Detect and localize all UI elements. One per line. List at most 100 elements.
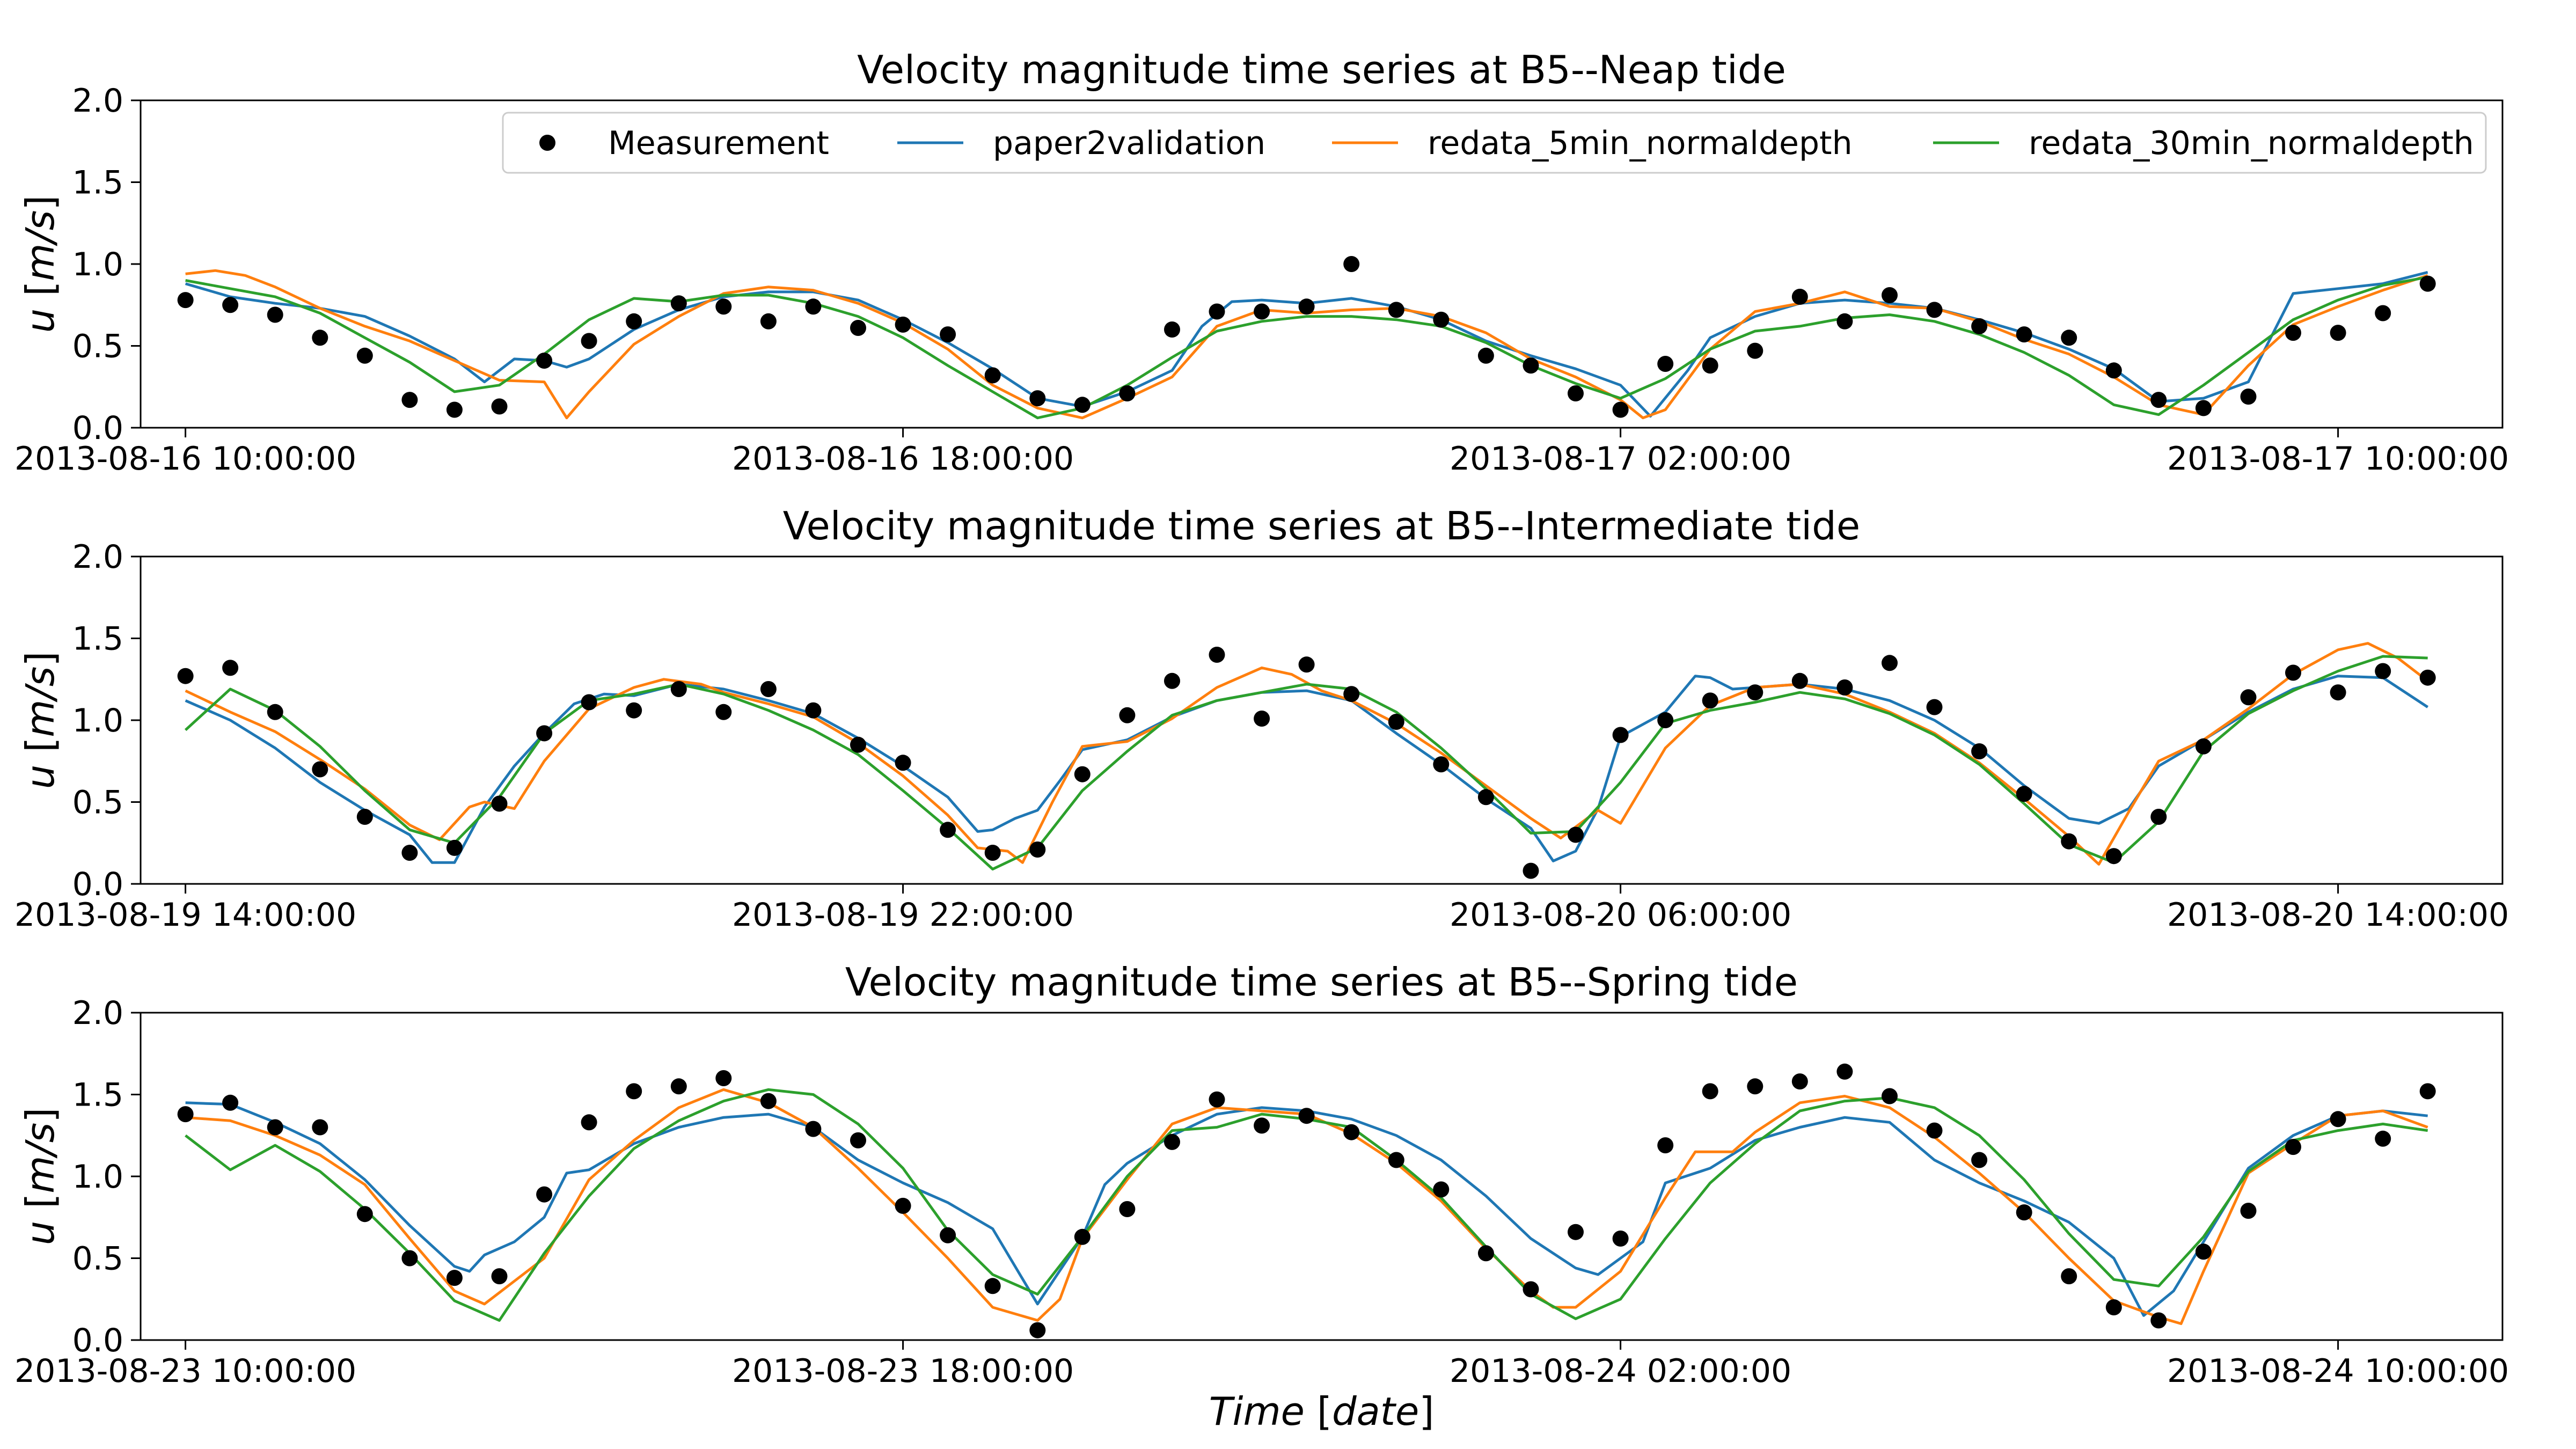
- y-axis-label: u [m/s]: [18, 195, 63, 333]
- plot-area: [177, 256, 2436, 420]
- measurement-point: [2061, 833, 2077, 850]
- measurement-point: [2285, 1139, 2301, 1155]
- x-axis-label: Time [date]: [1209, 1389, 1435, 1434]
- measurement-point: [312, 330, 328, 346]
- measurement-point: [1119, 707, 1136, 723]
- measurement-point: [1612, 401, 1629, 418]
- measurement-point: [2240, 389, 2257, 405]
- measurement-point: [1209, 1091, 1225, 1108]
- measurement-point: [626, 702, 642, 719]
- measurement-point: [805, 702, 822, 719]
- measurement-point: [850, 320, 866, 336]
- measurement-point: [1119, 1201, 1136, 1217]
- chart-panel: Velocity magnitude time series at B5--Ne…: [14, 47, 2509, 478]
- series-line-redata_5min_normaldepth: [185, 269, 2428, 420]
- x-tick-label: 2013-08-20 06:00:00: [1450, 896, 1791, 934]
- measurement-point: [2150, 809, 2167, 825]
- y-tick-label: 1.5: [72, 620, 123, 658]
- y-tick-label: 1.5: [72, 164, 123, 202]
- measurement-point: [177, 1106, 194, 1123]
- measurement-point: [1568, 826, 1584, 843]
- measurement-point: [2195, 400, 2212, 416]
- measurement-point: [1343, 256, 1360, 272]
- measurement-point: [2195, 1243, 2212, 1260]
- measurement-point: [1209, 303, 1225, 320]
- y-tick-label: 0.0: [72, 1322, 123, 1359]
- measurement-point: [1388, 302, 1404, 318]
- measurement-point: [626, 313, 642, 330]
- x-tick-label: 2013-08-23 18:00:00: [732, 1352, 1074, 1390]
- measurement-point: [2375, 305, 2391, 321]
- measurement-point: [1791, 1073, 1808, 1090]
- measurement-point: [1164, 1133, 1180, 1150]
- measurement-point: [2419, 669, 2436, 686]
- y-tick-label: 0.5: [72, 784, 123, 822]
- measurement-point: [670, 1078, 687, 1095]
- series-line-redata_30min_normaldepth: [184, 655, 2428, 870]
- measurement-point: [760, 681, 777, 697]
- y-tick-label: 1.0: [72, 246, 123, 283]
- measurement-point: [715, 298, 732, 315]
- series-line-redata_30min_normaldepth: [185, 1088, 2428, 1322]
- measurement-point: [1029, 1322, 1046, 1338]
- measurement-point: [1164, 321, 1180, 338]
- measurement-point: [2330, 684, 2346, 701]
- measurement-point: [222, 660, 239, 676]
- y-tick-label: 2.0: [72, 82, 123, 120]
- measurement-point: [805, 298, 822, 315]
- measurement-point: [1523, 1281, 1539, 1298]
- measurement-point: [222, 297, 239, 313]
- measurement-point: [312, 761, 328, 778]
- measurement-point: [267, 1119, 283, 1136]
- measurement-point: [2419, 1083, 2436, 1100]
- x-tick-label: 2013-08-19 22:00:00: [732, 896, 1074, 934]
- measurement-point: [940, 822, 956, 838]
- measurement-point: [1343, 686, 1360, 702]
- measurement-point: [760, 1093, 777, 1109]
- measurement-point: [940, 326, 956, 343]
- series-line-redata_5min_normaldepth: [185, 642, 2429, 866]
- measurement-point: [2150, 392, 2167, 408]
- chart-title: Velocity magnitude time series at B5--Ne…: [857, 47, 1786, 92]
- measurement-point: [1029, 841, 1046, 858]
- measurement-point: [2330, 325, 2346, 341]
- measurement-point: [581, 1114, 597, 1131]
- measurement-point: [1657, 712, 1674, 728]
- y-tick-label: 2.0: [72, 538, 123, 576]
- measurement-point: [1568, 1224, 1584, 1240]
- measurement-point: [536, 1186, 553, 1203]
- series-line-paper2validation: [185, 1101, 2428, 1317]
- measurement-point: [267, 306, 283, 323]
- measurement-point: [1702, 692, 1718, 709]
- measurement-point: [984, 1278, 1001, 1294]
- measurement-point: [1971, 318, 1988, 334]
- measurement-point: [401, 845, 418, 861]
- y-tick-label: 0.5: [72, 328, 123, 365]
- measurement-point: [1612, 1230, 1629, 1247]
- measurement-point: [2375, 1130, 2391, 1147]
- measurement-point: [1971, 1152, 1988, 1168]
- measurement-point: [1254, 1117, 1270, 1134]
- measurement-point: [1747, 342, 1763, 359]
- measurement-point: [1882, 287, 1898, 303]
- measurement-point: [850, 1132, 866, 1148]
- x-tick-label: 2013-08-17 10:00:00: [2167, 440, 2509, 478]
- measurement-point: [2150, 1312, 2167, 1329]
- measurement-point: [805, 1121, 822, 1137]
- measurement-point: [760, 313, 777, 330]
- x-tick-label: 2013-08-24 10:00:00: [2167, 1352, 2509, 1390]
- measurement-point: [2016, 1204, 2032, 1221]
- measurement-point: [1433, 1181, 1450, 1198]
- measurement-point: [1657, 356, 1674, 372]
- measurement-point: [1254, 303, 1270, 320]
- measurement-point: [1971, 743, 1988, 759]
- measurement-point: [1568, 385, 1584, 401]
- measurement-point: [356, 347, 373, 364]
- x-tick-label: 2013-08-16 18:00:00: [732, 440, 1074, 478]
- series-line-paper2validation: [185, 675, 2429, 864]
- plot-area: [177, 642, 2436, 879]
- y-tick-label: 0.0: [72, 409, 123, 447]
- measurement-point: [984, 367, 1001, 384]
- legend-marker-measurement: [539, 135, 555, 151]
- measurement-point: [222, 1094, 239, 1111]
